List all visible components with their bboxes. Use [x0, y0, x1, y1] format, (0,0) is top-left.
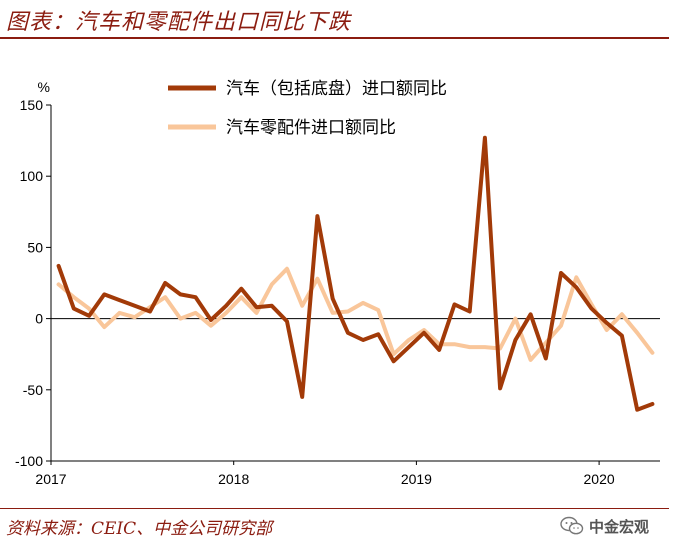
y-tick-label: -50 [23, 382, 43, 398]
watermark: 中金宏观 [560, 513, 649, 539]
series-line-1 [56, 266, 655, 362]
y-tick-label: 0 [35, 311, 43, 327]
title-rule [0, 37, 669, 39]
line-chart: 150 100 50 0 -50 -100% 2017 2018 2019 2020 汽车（包括底… [15, 79, 660, 487]
legend-label-0: 汽车（包括底盘）进口额同比 [226, 79, 447, 99]
y-tick-label: -100 [15, 453, 43, 469]
y-tick-label: 50 [27, 239, 43, 255]
source-note: 资料来源：CEIC、中金公司研究部 [6, 519, 273, 539]
axes: 150 100 50 0 -50 -100% 2017 2018 2019 2020 [15, 79, 660, 487]
chart-title: 图表：汽车和零配件出口同比下跌 [6, 10, 352, 35]
x-tick-label: 2019 [401, 471, 432, 487]
y-axis-unit: % [38, 79, 50, 95]
x-tick-label: 2018 [218, 471, 249, 487]
series-lines [56, 135, 655, 412]
y-tick-label: 150 [20, 97, 44, 113]
series-line-0 [56, 135, 655, 412]
watermark-text: 中金宏观 [589, 517, 650, 536]
x-tick-label: 2020 [584, 471, 615, 487]
wechat-icon [560, 516, 584, 535]
legend-label-1: 汽车零配件进口额同比 [226, 118, 396, 138]
source-rule [0, 508, 669, 509]
x-tick-label: 2017 [35, 471, 66, 487]
y-tick-label: 100 [20, 168, 44, 184]
